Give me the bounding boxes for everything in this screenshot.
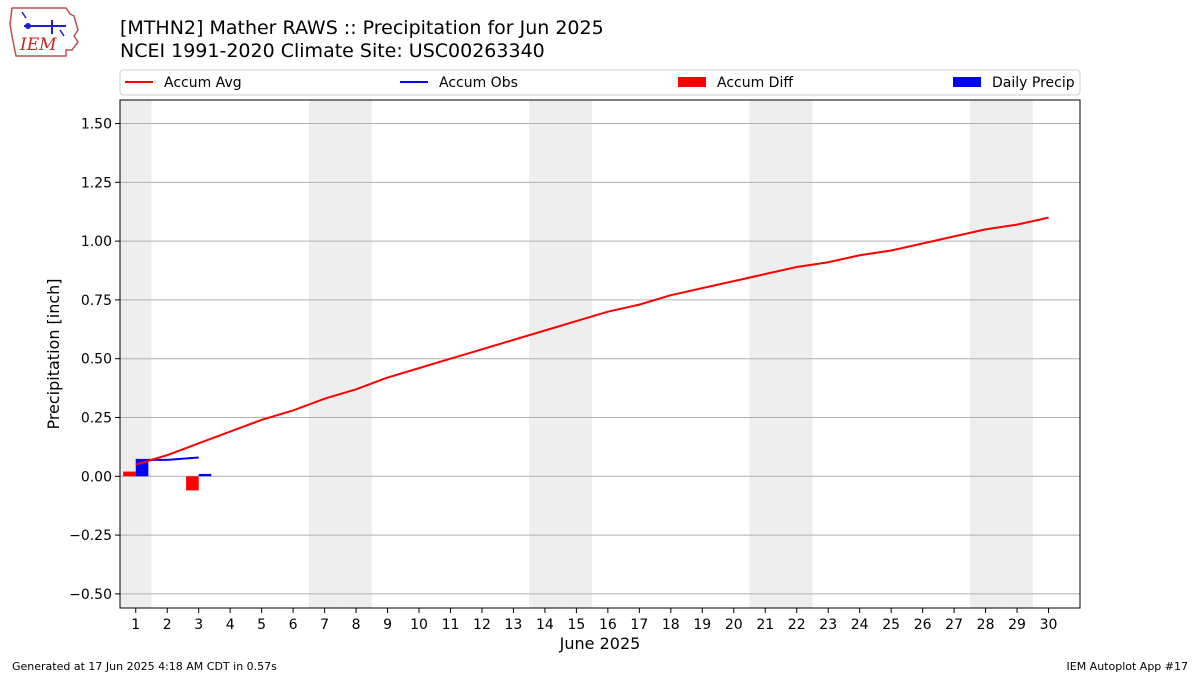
y-tick-label: 1.50 <box>81 117 112 133</box>
x-tick-label: 13 <box>505 617 523 633</box>
x-tick-label: 14 <box>536 617 554 633</box>
x-tick-label: 12 <box>473 617 491 633</box>
accum-obs-line <box>135 456 199 461</box>
x-tick-label: 4 <box>226 617 235 633</box>
x-tick-label: 21 <box>756 617 774 633</box>
weekend-band <box>1001 100 1033 608</box>
accum-avg-line <box>135 216 1049 466</box>
x-tick-label: 24 <box>851 617 869 633</box>
app-credit: IEM Autoplot App #17 <box>1066 660 1189 673</box>
x-tick-label: 19 <box>693 617 711 633</box>
x-tick-label: 10 <box>410 617 428 633</box>
legend-label: Accum Diff <box>717 75 793 91</box>
chart-subtitle: NCEI 1991-2020 Climate Site: USC00263340 <box>120 40 545 62</box>
iem-logo: IEM <box>9 7 79 57</box>
x-tick-label: 2 <box>163 617 172 633</box>
x-tick-label: 16 <box>599 617 617 633</box>
legend-swatch-bar <box>678 77 706 87</box>
x-tick-label: 5 <box>257 617 266 633</box>
x-tick-label: 25 <box>882 617 900 633</box>
x-tick-label: 17 <box>630 617 648 633</box>
x-tick-label: 30 <box>1040 617 1058 633</box>
y-tick-label: 0.75 <box>81 293 112 309</box>
plot-frame <box>119 99 1081 609</box>
x-tick-label: 26 <box>914 617 932 633</box>
weekend-band <box>749 100 781 608</box>
x-tick-label: 6 <box>289 617 298 633</box>
legend-label: Accum Avg <box>164 75 242 91</box>
x-tick-label: 9 <box>383 617 392 633</box>
generated-timestamp: Generated at 17 Jun 2025 4:18 AM CDT in … <box>12 660 277 673</box>
x-axis-label: June 2025 <box>559 634 641 653</box>
weekend-band <box>780 100 813 608</box>
x-tick-label: 18 <box>662 617 680 633</box>
y-tick-label: −0.50 <box>69 587 112 603</box>
x-tick-label: 22 <box>788 617 806 633</box>
legend-label: Daily Precip <box>992 75 1075 91</box>
x-tick-label: 23 <box>819 617 837 633</box>
y-tick-label: 1.25 <box>81 175 112 191</box>
weekend-band <box>308 100 341 608</box>
x-tick-label: 15 <box>567 617 585 633</box>
y-tick-label: 0.50 <box>81 352 112 368</box>
x-tick-label: 11 <box>442 617 460 633</box>
weekend-band <box>969 100 1002 608</box>
y-tick-label: 0.25 <box>81 411 112 427</box>
legend-box <box>119 69 1081 96</box>
y-tick-label: 0.00 <box>81 469 112 485</box>
x-tick-label: 29 <box>1008 617 1026 633</box>
daily-precip-bar <box>198 473 212 477</box>
legend-swatch-bar <box>953 77 981 87</box>
x-tick-label: 28 <box>977 617 995 633</box>
legend-label: Accum Obs <box>439 75 518 91</box>
accum-diff-bar <box>186 476 199 491</box>
x-tick-label: 27 <box>945 617 963 633</box>
x-tick-label: 7 <box>320 617 329 633</box>
accum-diff-bar <box>123 471 136 477</box>
weekend-band <box>340 100 372 608</box>
x-tick-label: 8 <box>352 617 361 633</box>
chart-title: [MTHN2] Mather RAWS :: Precipitation for… <box>120 17 604 39</box>
weekend-band <box>529 100 561 608</box>
y-tick-label: −0.25 <box>69 528 112 544</box>
y-tick-label: 1.00 <box>81 234 112 250</box>
y-axis-label: Precipitation [inch] <box>44 278 63 429</box>
x-tick-label: 20 <box>725 617 743 633</box>
x-tick-label: 1 <box>131 617 140 633</box>
svg-text:IEM: IEM <box>19 35 57 55</box>
weekend-band <box>120 100 152 608</box>
x-tick-label: 3 <box>194 617 203 633</box>
weekend-band <box>560 100 593 608</box>
